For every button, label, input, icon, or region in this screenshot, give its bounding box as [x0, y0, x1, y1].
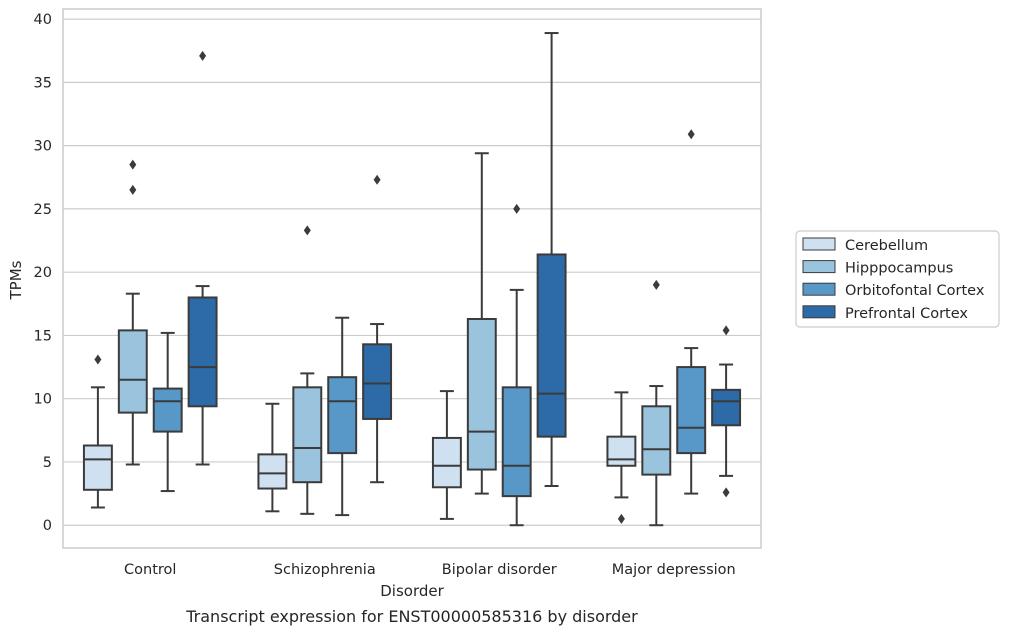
y-tick-labels: 0 5 10 15 20 25 30 35 40 [34, 12, 52, 534]
y-tick-label: 20 [34, 265, 52, 281]
box-cerebellum [606, 391, 637, 524]
x-tick-label: Bipolar disorder [442, 562, 557, 578]
y-tick-label: 10 [34, 392, 52, 408]
figure-caption: Transcript expression for ENST0000058531… [185, 607, 638, 626]
legend-label: Hipppocampus [845, 261, 953, 277]
box-iqr [327, 376, 358, 455]
legend-item: Orbitofontal Cortex [802, 282, 985, 299]
outlier-point [722, 487, 730, 498]
box-prefrontal-cortex [711, 325, 742, 498]
legend-frame [795, 230, 1000, 328]
box-prefrontal-cortex [187, 50, 218, 466]
outlier-point [722, 325, 730, 336]
outlier-point [129, 159, 137, 170]
box-cerebellum [257, 402, 288, 513]
legend-swatch [802, 237, 836, 251]
box-iqr [82, 444, 113, 491]
legend-item: Prefrontal Cortex [802, 305, 968, 322]
legend-item: Cerebellum [802, 237, 928, 254]
box-cerebellum [431, 390, 462, 520]
box-iqr [117, 329, 148, 414]
box-iqr [257, 453, 288, 490]
y-tick-label: 25 [34, 202, 52, 218]
box-iqr [676, 366, 707, 455]
box-orbitofontal-cortex [501, 203, 532, 527]
legend-label: Cerebellum [845, 238, 928, 254]
x-tick-labels: Control Schizophrenia Bipolar disorder Majo… [124, 562, 736, 578]
box-iqr [501, 386, 532, 498]
box-iqr [431, 436, 462, 489]
y-tick-label: 5 [43, 455, 52, 471]
box-layer [82, 32, 742, 527]
box-iqr [187, 296, 218, 408]
outlier-point [687, 129, 695, 140]
y-tick-label: 0 [43, 518, 52, 534]
outlier-point [129, 184, 137, 195]
box-iqr [606, 435, 637, 467]
y-tick-label: 30 [34, 139, 52, 155]
box-iqr [466, 317, 497, 471]
outlier-point [617, 513, 625, 524]
outlier-point [94, 354, 102, 365]
box-iqr [711, 388, 742, 427]
box-iqr [641, 405, 672, 476]
box-iqr [292, 386, 323, 484]
outlier-point [373, 174, 381, 185]
plot-frame [62, 8, 762, 549]
box-orbitofontal-cortex [327, 316, 358, 517]
x-tick-label: Control [124, 562, 176, 578]
x-tick-label: Schizophrenia [274, 562, 376, 578]
legend-swatch [802, 305, 836, 319]
legend-label: Orbitofontal Cortex [845, 283, 985, 299]
box-orbitofontal-cortex [676, 129, 707, 495]
plot-border [62, 8, 762, 549]
y-tick-label: 15 [34, 328, 52, 344]
legend-swatch [802, 282, 836, 296]
box-hipppocampus [292, 225, 323, 515]
outlier-point [303, 225, 311, 236]
outlier-point [652, 279, 660, 290]
box-hipppocampus [117, 159, 148, 466]
y-tick-label: 35 [34, 75, 52, 91]
box-cerebellum [82, 354, 113, 509]
legend: Cerebellum Hipppocampus Orbitofontal Corte… [795, 230, 1000, 328]
y-tick-label: 40 [34, 12, 52, 28]
box-hipppocampus [466, 152, 497, 495]
box-iqr [152, 387, 183, 433]
box-iqr [362, 343, 393, 420]
x-tick-label: Major depression [612, 562, 736, 578]
legend-label: Prefrontal Cortex [845, 306, 968, 322]
y-axis-title: TPMs [7, 260, 25, 300]
outlier-point [199, 50, 207, 61]
box-prefrontal-cortex [362, 174, 393, 484]
box-iqr [536, 253, 567, 438]
legend-item: Hipppocampus [802, 260, 953, 277]
legend-swatch [802, 260, 836, 274]
outlier-point [513, 203, 521, 214]
x-axis-title: Disorder [380, 582, 444, 600]
box-orbitofontal-cortex [152, 331, 183, 493]
box-prefrontal-cortex [536, 32, 567, 488]
box-hipppocampus [641, 279, 672, 527]
